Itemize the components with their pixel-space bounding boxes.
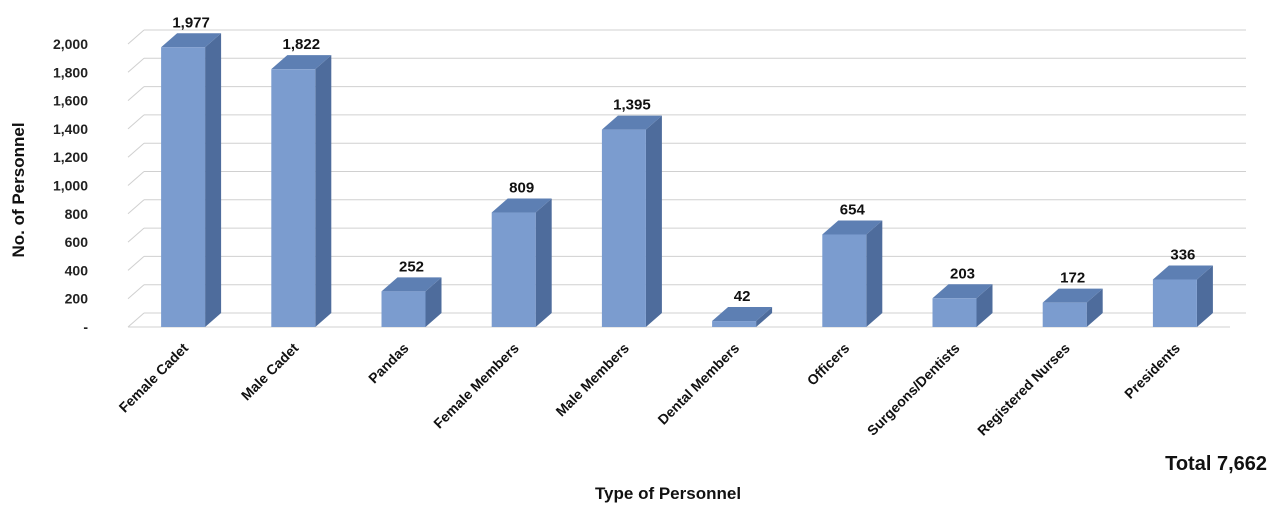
y-tick-label: 800 xyxy=(65,206,89,222)
bar-top xyxy=(1152,265,1213,280)
x-tick-label: Female Members xyxy=(430,340,522,432)
gridline-diagonal xyxy=(127,29,145,45)
y-axis-ticks: - 200 400 600 800 1,000 1,200 1,400 1,600 1,800 2,… xyxy=(53,36,88,335)
data-labels: 1,977 1,822 252 809 1,395 42 654 203 172 336 xyxy=(172,14,1195,305)
data-label: 1,395 xyxy=(613,97,651,114)
x-tick-label: Female Cadet xyxy=(116,340,192,416)
data-label: 203 xyxy=(950,265,975,282)
y-tick-label: 1,000 xyxy=(53,178,88,194)
x-axis-ticks: Female Cadet Male Cadet Pandas Female Membe… xyxy=(116,340,1184,439)
data-label: 252 xyxy=(399,258,424,275)
bar-side xyxy=(1086,288,1103,327)
y-tick-label: 200 xyxy=(65,291,89,307)
y-tick-label: 2,000 xyxy=(53,36,88,52)
y-axis-title: No. of Personnel xyxy=(9,122,28,257)
bar-front xyxy=(381,291,426,327)
bar-front xyxy=(491,212,536,327)
bar xyxy=(1152,265,1213,327)
bar-front xyxy=(1042,302,1087,327)
gridline-diagonal xyxy=(127,86,145,101)
data-label: 336 xyxy=(1170,246,1195,263)
gridline-diagonal xyxy=(127,256,145,271)
data-label: 42 xyxy=(734,288,751,305)
gridline-diagonal xyxy=(127,57,145,73)
bar-top xyxy=(932,284,993,299)
bar-front xyxy=(932,298,977,327)
bar-side xyxy=(976,284,993,327)
bar xyxy=(1042,288,1103,327)
data-label: 654 xyxy=(840,201,866,218)
y-tick-label: 1,600 xyxy=(53,93,88,109)
gridline-diagonal xyxy=(127,199,145,215)
y-tick-label: 1,800 xyxy=(53,64,88,80)
x-tick-label: Pandas xyxy=(365,340,412,387)
x-axis-title: Type of Personnel xyxy=(595,484,741,503)
bar-side xyxy=(756,307,773,327)
x-tick-label: Male Members xyxy=(552,340,632,420)
bar xyxy=(822,220,883,327)
bar-top xyxy=(601,115,662,130)
bars xyxy=(161,33,1213,327)
bar-top xyxy=(1042,288,1103,303)
bar xyxy=(381,277,442,327)
bar-top xyxy=(822,220,883,235)
bar-side xyxy=(645,115,662,327)
x-tick-label: Registered Nurses xyxy=(974,340,1073,439)
bar-front xyxy=(271,69,316,327)
y-tick-label: - xyxy=(83,319,88,335)
gridline-diagonal xyxy=(127,312,145,328)
y-tick-label: 1,400 xyxy=(53,121,88,137)
gridline-diagonal xyxy=(127,114,145,130)
bar xyxy=(491,198,552,327)
gridline-diagonal xyxy=(127,284,145,300)
bar-side xyxy=(1196,265,1213,327)
data-label: 1,822 xyxy=(283,36,321,53)
x-tick-label: Dental Members xyxy=(654,340,742,428)
bar-side xyxy=(205,33,222,327)
bar-side xyxy=(315,55,332,327)
bar-front xyxy=(1152,279,1197,327)
bar xyxy=(712,307,773,327)
bar xyxy=(271,55,332,327)
y-tick-label: 400 xyxy=(65,262,89,278)
x-tick-label: Officers xyxy=(804,340,853,389)
bar-front xyxy=(601,129,646,327)
bar xyxy=(161,33,222,327)
bar-front xyxy=(161,47,206,327)
data-label: 1,977 xyxy=(172,14,210,31)
bar-side xyxy=(535,198,552,327)
bar-top xyxy=(271,55,332,70)
bar xyxy=(932,284,993,327)
x-tick-label: Male Cadet xyxy=(238,340,302,404)
bar-front xyxy=(712,321,757,327)
data-label: 809 xyxy=(509,180,534,197)
y-tick-label: 1,200 xyxy=(53,149,88,165)
bar xyxy=(601,115,662,327)
gridline-diagonal xyxy=(127,227,145,243)
y-tick-label: 600 xyxy=(65,234,89,250)
bar-top xyxy=(712,307,773,322)
bar-side xyxy=(866,220,883,327)
x-tick-label: Surgeons/Dentists xyxy=(864,340,963,439)
bar-front xyxy=(822,234,867,327)
bar-side xyxy=(425,277,442,327)
total-annotation: Total 7,662 xyxy=(1165,453,1267,475)
x-tick-label: Presidents xyxy=(1121,340,1183,402)
data-label: 172 xyxy=(1060,270,1085,287)
bar-top xyxy=(491,198,552,213)
bar-top xyxy=(381,277,442,292)
gridline-diagonal xyxy=(127,142,145,158)
gridline-diagonal xyxy=(127,171,145,186)
bar-top xyxy=(161,33,222,48)
